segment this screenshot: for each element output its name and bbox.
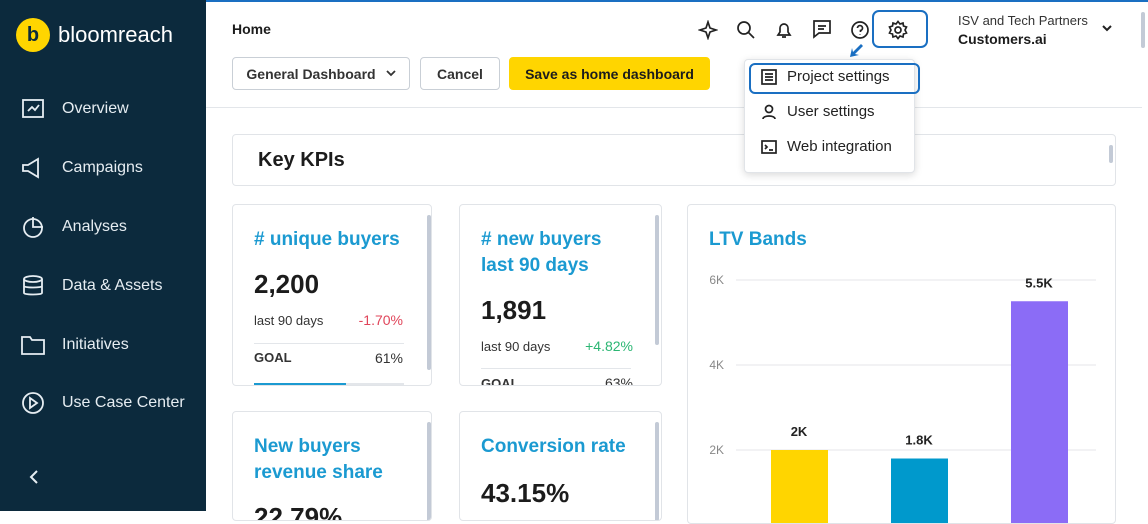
bar	[771, 450, 828, 524]
nav-item[interactable]: Analyses	[20, 214, 127, 240]
scrollbar	[655, 215, 659, 345]
kpi-change: -1.70%	[359, 312, 403, 328]
section-title: Key KPIs	[258, 149, 345, 172]
nav-item[interactable]: Overview	[20, 96, 129, 122]
goal-value: 61%	[375, 350, 403, 366]
logo-icon: b	[16, 18, 50, 52]
kpi-value: 1,891	[481, 295, 546, 326]
menu-label: User settings	[787, 103, 875, 120]
icon	[20, 390, 46, 416]
nav-item[interactable]: Initiatives	[20, 332, 129, 358]
kpi-period: last 90 days	[254, 313, 323, 328]
kpi-card: # new buyers last 90 days 1,891 last 90 …	[459, 204, 662, 386]
goal-value: 63%	[605, 375, 633, 386]
dashboard-select[interactable]: General Dashboard	[232, 57, 410, 90]
breadcrumb: Home	[232, 21, 271, 37]
nav-label: Use Case Center	[62, 394, 185, 412]
icon	[761, 69, 777, 85]
sidebar: b bloomreach Overview Campaigns Analyses…	[0, 0, 206, 511]
account-org: ISV and Tech Partners	[958, 13, 1088, 28]
icon	[20, 96, 46, 122]
menu-item[interactable]: User settings	[761, 103, 875, 120]
page: b bloomreach Overview Campaigns Analyses…	[0, 0, 1148, 511]
scrollbar	[427, 215, 431, 370]
menu-item[interactable]: Web integration	[761, 138, 892, 155]
goal-label: GOAL	[481, 376, 519, 386]
y-tick-label: 4K	[709, 358, 724, 372]
y-tick-label: 2K	[709, 443, 724, 457]
main: Home ISV and Tech Partners Customers.ai …	[206, 0, 1148, 511]
goal-label: GOAL	[254, 350, 292, 365]
page-scrollbar	[1141, 12, 1145, 48]
help-icon[interactable]	[850, 20, 870, 40]
icon	[761, 139, 777, 155]
chat-icon[interactable]	[812, 19, 832, 39]
icon	[20, 332, 46, 358]
logo[interactable]: bloomreach	[58, 22, 173, 48]
nav-label: Analyses	[62, 218, 127, 236]
save-button[interactable]: Save as home dashboard	[509, 57, 710, 90]
divider	[206, 107, 1142, 108]
kpi-change: +4.82%	[585, 338, 633, 354]
kpi-title: # unique buyers	[254, 227, 400, 253]
bar	[891, 459, 948, 524]
icon	[20, 273, 46, 299]
scrollbar	[655, 422, 659, 521]
account-chevron[interactable]	[1101, 24, 1113, 34]
nav-label: Campaigns	[62, 159, 143, 177]
chart: 2K 4K 6K 2K 1.8K 5.5K	[688, 205, 1116, 524]
bar	[1011, 301, 1068, 524]
separator	[254, 343, 404, 344]
value-label: 5.5K	[1025, 275, 1053, 290]
menu-item[interactable]: Project settings	[761, 68, 890, 85]
nav-item[interactable]: Use Case Center	[20, 390, 185, 416]
icon	[20, 214, 46, 240]
nav-item[interactable]: Data & Assets	[20, 273, 163, 299]
pointer-arrow	[848, 42, 864, 58]
kpi-title: # new buyers last 90 days	[481, 227, 631, 279]
notification-icon[interactable]	[774, 20, 794, 40]
progress-fill	[254, 383, 346, 386]
scrollbar	[427, 422, 431, 521]
nav-label: Data & Assets	[62, 277, 163, 295]
value-label: 1.8K	[905, 433, 933, 448]
kpi-card: New buyers revenue share 22.79%	[232, 411, 432, 521]
kpi-card: Conversion rate 43.15%	[459, 411, 662, 521]
account-project[interactable]: Customers.ai	[958, 31, 1047, 47]
kpi-value: 43.15%	[481, 478, 569, 509]
settings-icon[interactable]	[888, 20, 908, 40]
icon	[20, 155, 46, 181]
menu-label: Project settings	[787, 68, 890, 85]
kpi-value: 2,200	[254, 269, 319, 300]
kpi-card: # unique buyers 2,200 last 90 days -1.70…	[232, 204, 432, 386]
icon	[761, 104, 777, 120]
value-label: 2K	[791, 424, 808, 439]
dashboard-name: General Dashboard	[246, 66, 375, 82]
chevron	[386, 70, 396, 78]
kpi-value: 22.79%	[254, 502, 342, 521]
y-tick-label: 6K	[709, 273, 724, 287]
nav-item[interactable]: Campaigns	[20, 155, 143, 181]
scrollbar	[1109, 145, 1113, 163]
separator	[481, 368, 631, 369]
progress-track	[254, 383, 404, 386]
settings-menu: Project settings User settings Web integ…	[744, 59, 915, 173]
collapse-button[interactable]	[26, 469, 42, 485]
kpi-title: Conversion rate	[481, 434, 626, 460]
ai-icon[interactable]	[698, 20, 718, 40]
section-header: Key KPIs	[232, 134, 1116, 186]
kpi-period: last 90 days	[481, 339, 550, 354]
cancel-button[interactable]: Cancel	[420, 57, 500, 90]
search-icon[interactable]	[736, 20, 756, 40]
nav-label: Initiatives	[62, 336, 129, 354]
nav-label: Overview	[62, 100, 129, 118]
kpi-title: New buyers revenue share	[254, 434, 404, 486]
menu-label: Web integration	[787, 138, 892, 155]
